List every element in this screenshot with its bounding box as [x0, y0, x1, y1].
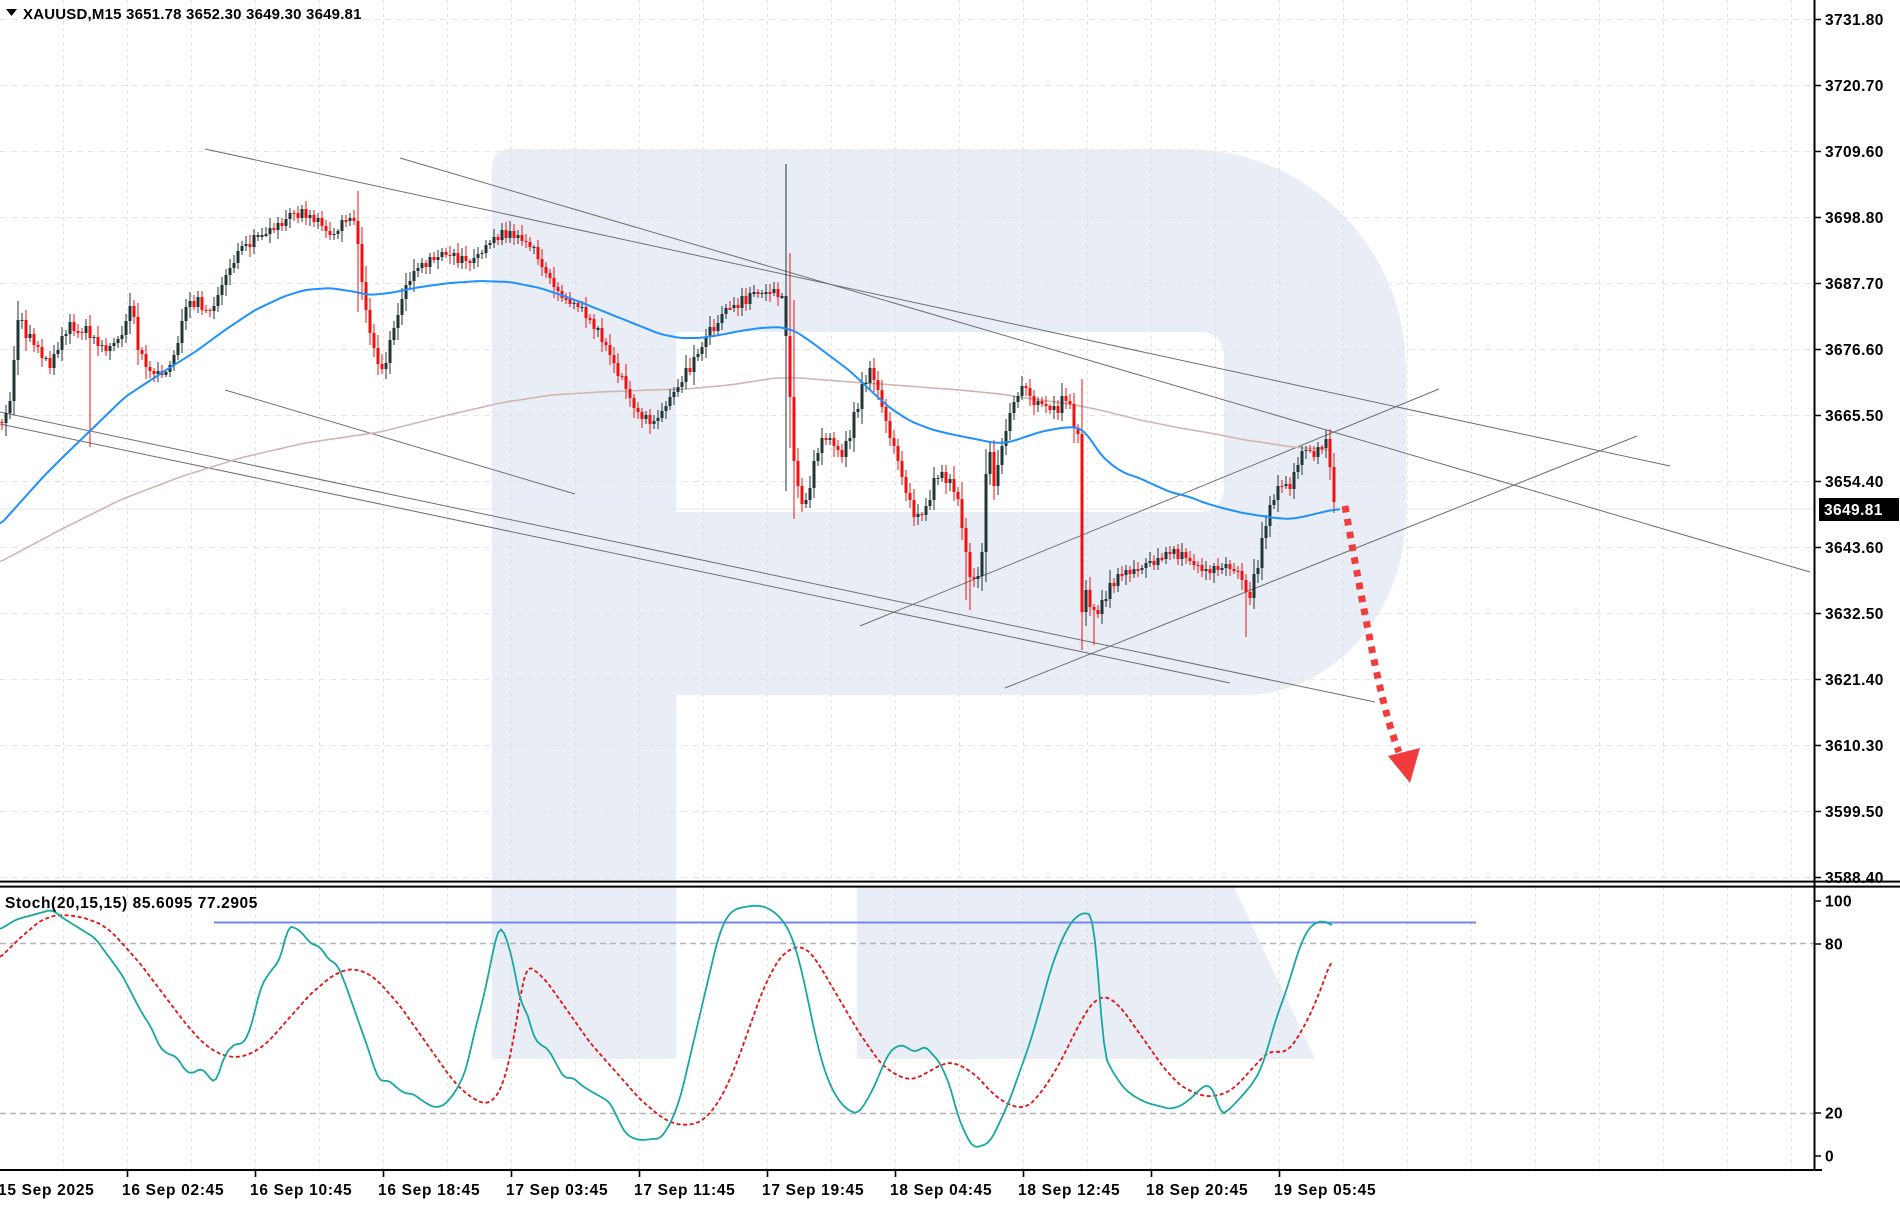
svg-text:16 Sep 10:45: 16 Sep 10:45 [250, 1182, 352, 1199]
svg-text:18 Sep 20:45: 18 Sep 20:45 [1146, 1182, 1248, 1199]
svg-text:3720.70: 3720.70 [1825, 78, 1884, 95]
svg-text:3610.30: 3610.30 [1825, 738, 1884, 755]
svg-text:3731.80: 3731.80 [1825, 12, 1884, 29]
svg-text:3643.60: 3643.60 [1825, 540, 1884, 557]
svg-text:19 Sep 05:45: 19 Sep 05:45 [1274, 1182, 1376, 1199]
svg-text:100: 100 [1825, 894, 1852, 911]
svg-text:20: 20 [1825, 1106, 1843, 1123]
svg-text:3665.50: 3665.50 [1825, 408, 1884, 425]
svg-text:16 Sep 02:45: 16 Sep 02:45 [122, 1182, 224, 1199]
svg-text:3588.40: 3588.40 [1825, 870, 1884, 887]
svg-text:3676.60: 3676.60 [1825, 342, 1884, 359]
svg-text:17 Sep 11:45: 17 Sep 11:45 [634, 1182, 735, 1199]
svg-text:3632.50: 3632.50 [1825, 606, 1884, 623]
svg-text:17 Sep 19:45: 17 Sep 19:45 [762, 1182, 864, 1199]
svg-text:0: 0 [1825, 1149, 1834, 1166]
svg-text:3687.70: 3687.70 [1825, 276, 1884, 293]
svg-text:18 Sep 04:45: 18 Sep 04:45 [890, 1182, 992, 1199]
svg-text:XAUUSD,M15 3651.78 3652.30 36: XAUUSD,M15 3651.78 3652.30 3649.30 3649.… [23, 6, 362, 23]
svg-text:3649.81: 3649.81 [1824, 502, 1883, 519]
svg-text:3709.60: 3709.60 [1825, 144, 1884, 161]
svg-text:3621.40: 3621.40 [1825, 672, 1884, 689]
svg-text:17 Sep 03:45: 17 Sep 03:45 [506, 1182, 608, 1199]
svg-text:3599.50: 3599.50 [1825, 804, 1884, 821]
svg-text:18 Sep 12:45: 18 Sep 12:45 [1018, 1182, 1120, 1199]
svg-text:16 Sep 18:45: 16 Sep 18:45 [378, 1182, 480, 1199]
svg-text:15 Sep 2025: 15 Sep 2025 [0, 1182, 94, 1199]
svg-text:80: 80 [1825, 937, 1843, 954]
svg-text:3698.80: 3698.80 [1825, 210, 1884, 227]
svg-text:Stoch(20,15,15) 85.6095 77.290: Stoch(20,15,15) 85.6095 77.2905 [5, 895, 258, 912]
svg-text:3654.40: 3654.40 [1825, 474, 1884, 491]
